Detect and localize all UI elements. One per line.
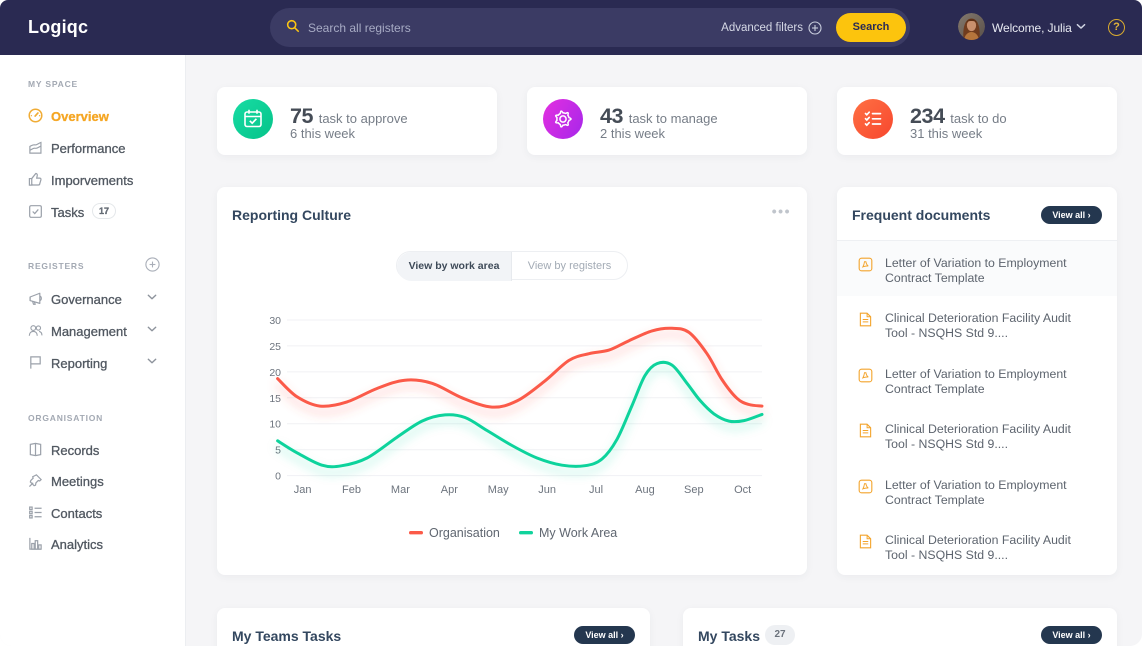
svg-text:10: 10 — [269, 419, 281, 431]
svg-text:My Work Area: My Work Area — [539, 526, 617, 540]
svg-text:Apr: Apr — [441, 484, 458, 496]
svg-text:May: May — [488, 484, 509, 496]
svg-text:5: 5 — [275, 445, 281, 457]
svg-text:Feb: Feb — [342, 484, 361, 496]
svg-text:Organisation: Organisation — [429, 526, 500, 540]
svg-text:Jul: Jul — [589, 484, 603, 496]
svg-text:Jun: Jun — [538, 484, 556, 496]
svg-text:15: 15 — [269, 393, 281, 405]
svg-text:Sep: Sep — [684, 484, 704, 496]
svg-text:Jan: Jan — [294, 484, 312, 496]
svg-text:30: 30 — [269, 315, 281, 327]
svg-text:Oct: Oct — [734, 484, 751, 496]
svg-text:Aug: Aug — [635, 484, 655, 496]
svg-text:0: 0 — [275, 471, 281, 483]
svg-text:Mar: Mar — [391, 484, 410, 496]
svg-text:25: 25 — [269, 341, 281, 353]
svg-text:20: 20 — [269, 367, 281, 379]
